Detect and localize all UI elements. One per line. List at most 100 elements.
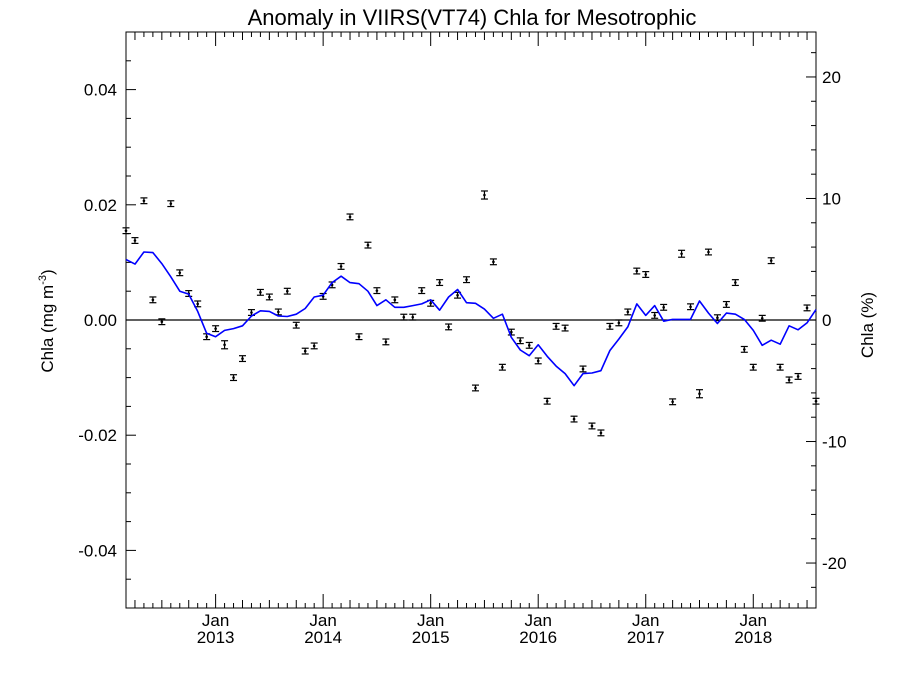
- data-point: [704, 248, 712, 256]
- left-tick-label: -0.04: [78, 541, 117, 560]
- point-marker: [268, 295, 271, 299]
- point-marker: [581, 367, 585, 371]
- point-marker: [545, 399, 549, 403]
- left-tick-label: 0.04: [84, 81, 117, 100]
- point-marker: [501, 365, 504, 369]
- left-tick-label: -0.02: [78, 426, 117, 445]
- point-marker: [285, 289, 289, 293]
- x-tick-label-year: 2018: [734, 628, 772, 647]
- data-point: [382, 338, 390, 346]
- data-point: [418, 287, 426, 295]
- data-point: [230, 374, 238, 382]
- data-point: [552, 322, 560, 330]
- x-tick-label-month: Jan: [632, 611, 659, 630]
- right-tick-label: -10: [822, 433, 847, 452]
- right-tick-label: 10: [822, 189, 841, 208]
- point-marker: [599, 431, 603, 435]
- point-marker: [492, 260, 495, 264]
- left-y-axis: 0.04 0.02 0.00 -0.02 -0.04: [78, 31, 136, 609]
- point-marker: [510, 330, 513, 334]
- point-marker: [375, 289, 379, 292]
- point-marker: [474, 386, 477, 390]
- data-point: [606, 322, 614, 330]
- data-point: [534, 357, 542, 365]
- point-marker: [205, 335, 208, 339]
- point-marker: [366, 243, 370, 247]
- point-marker: [160, 320, 164, 324]
- data-point: [722, 300, 730, 308]
- point-marker: [751, 365, 755, 369]
- data-point: [642, 271, 650, 278]
- data-point: [794, 372, 802, 380]
- point-marker: [590, 424, 594, 428]
- point-marker: [814, 399, 818, 403]
- data-point: [740, 345, 748, 353]
- data-point: [337, 262, 345, 270]
- point-marker: [447, 325, 450, 329]
- point-marker: [357, 335, 361, 339]
- x-axis: Jan2013Jan2014Jan2015Jan2016Jan2017Jan20…: [125, 32, 817, 647]
- point-marker: [178, 271, 182, 275]
- point-marker: [483, 193, 486, 197]
- point-marker: [563, 326, 567, 330]
- trend-line: [125, 251, 817, 387]
- point-marker: [465, 278, 468, 281]
- x-tick-label-year: 2014: [304, 628, 342, 647]
- x-tick-label-month: Jan: [740, 611, 767, 630]
- point-marker: [805, 306, 809, 310]
- x-tick-label-month: Jan: [309, 611, 336, 630]
- data-point: [283, 287, 291, 295]
- data-point: [158, 318, 166, 326]
- x-tick-label-month: Jan: [524, 611, 551, 630]
- chart-title: Anomaly in VIIRS(VT74) Chla for Mesotrop…: [248, 5, 697, 30]
- point-marker: [671, 400, 674, 404]
- right-tick-label: -20: [822, 554, 847, 573]
- data-point: [516, 337, 524, 345]
- data-point: [140, 197, 148, 205]
- data-point: [301, 347, 309, 355]
- point-marker: [689, 305, 692, 309]
- data-point: [167, 200, 175, 208]
- data-point: [588, 422, 596, 430]
- point-marker: [429, 301, 432, 305]
- data-point: [525, 341, 533, 349]
- point-marker: [241, 357, 244, 360]
- point-marker: [787, 378, 791, 382]
- anomaly-trend-series: [125, 251, 817, 387]
- point-marker: [707, 250, 710, 254]
- data-point: [238, 355, 246, 363]
- data-point: [373, 287, 381, 295]
- point-marker: [303, 349, 307, 353]
- point-marker: [312, 344, 316, 348]
- data-point: [767, 257, 775, 265]
- data-point: [812, 397, 820, 405]
- point-marker: [411, 315, 415, 319]
- point-marker: [196, 302, 199, 306]
- point-marker: [384, 340, 388, 344]
- point-marker: [617, 321, 621, 325]
- x-tick-label-month: Jan: [417, 611, 444, 630]
- data-point: [624, 308, 632, 316]
- point-marker: [644, 273, 648, 276]
- data-point: [615, 319, 623, 327]
- point-marker: [339, 265, 343, 268]
- point-marker: [698, 392, 701, 396]
- point-marker: [348, 215, 352, 219]
- point-marker: [662, 306, 665, 309]
- point-marker: [743, 348, 746, 351]
- point-marker: [277, 310, 280, 314]
- point-marker: [518, 339, 522, 343]
- point-marker: [402, 315, 406, 319]
- data-point: [355, 333, 363, 341]
- point-marker: [232, 376, 235, 379]
- point-marker: [554, 325, 558, 328]
- data-point: [256, 288, 264, 296]
- data-point: [543, 397, 551, 405]
- x-tick-label-year: 2017: [627, 628, 665, 647]
- right-tick-label: 20: [822, 68, 841, 87]
- x-tick-label-year: 2016: [519, 628, 557, 647]
- left-tick-label: 0.00: [84, 311, 117, 330]
- data-point: [463, 276, 471, 284]
- data-point: [292, 321, 300, 329]
